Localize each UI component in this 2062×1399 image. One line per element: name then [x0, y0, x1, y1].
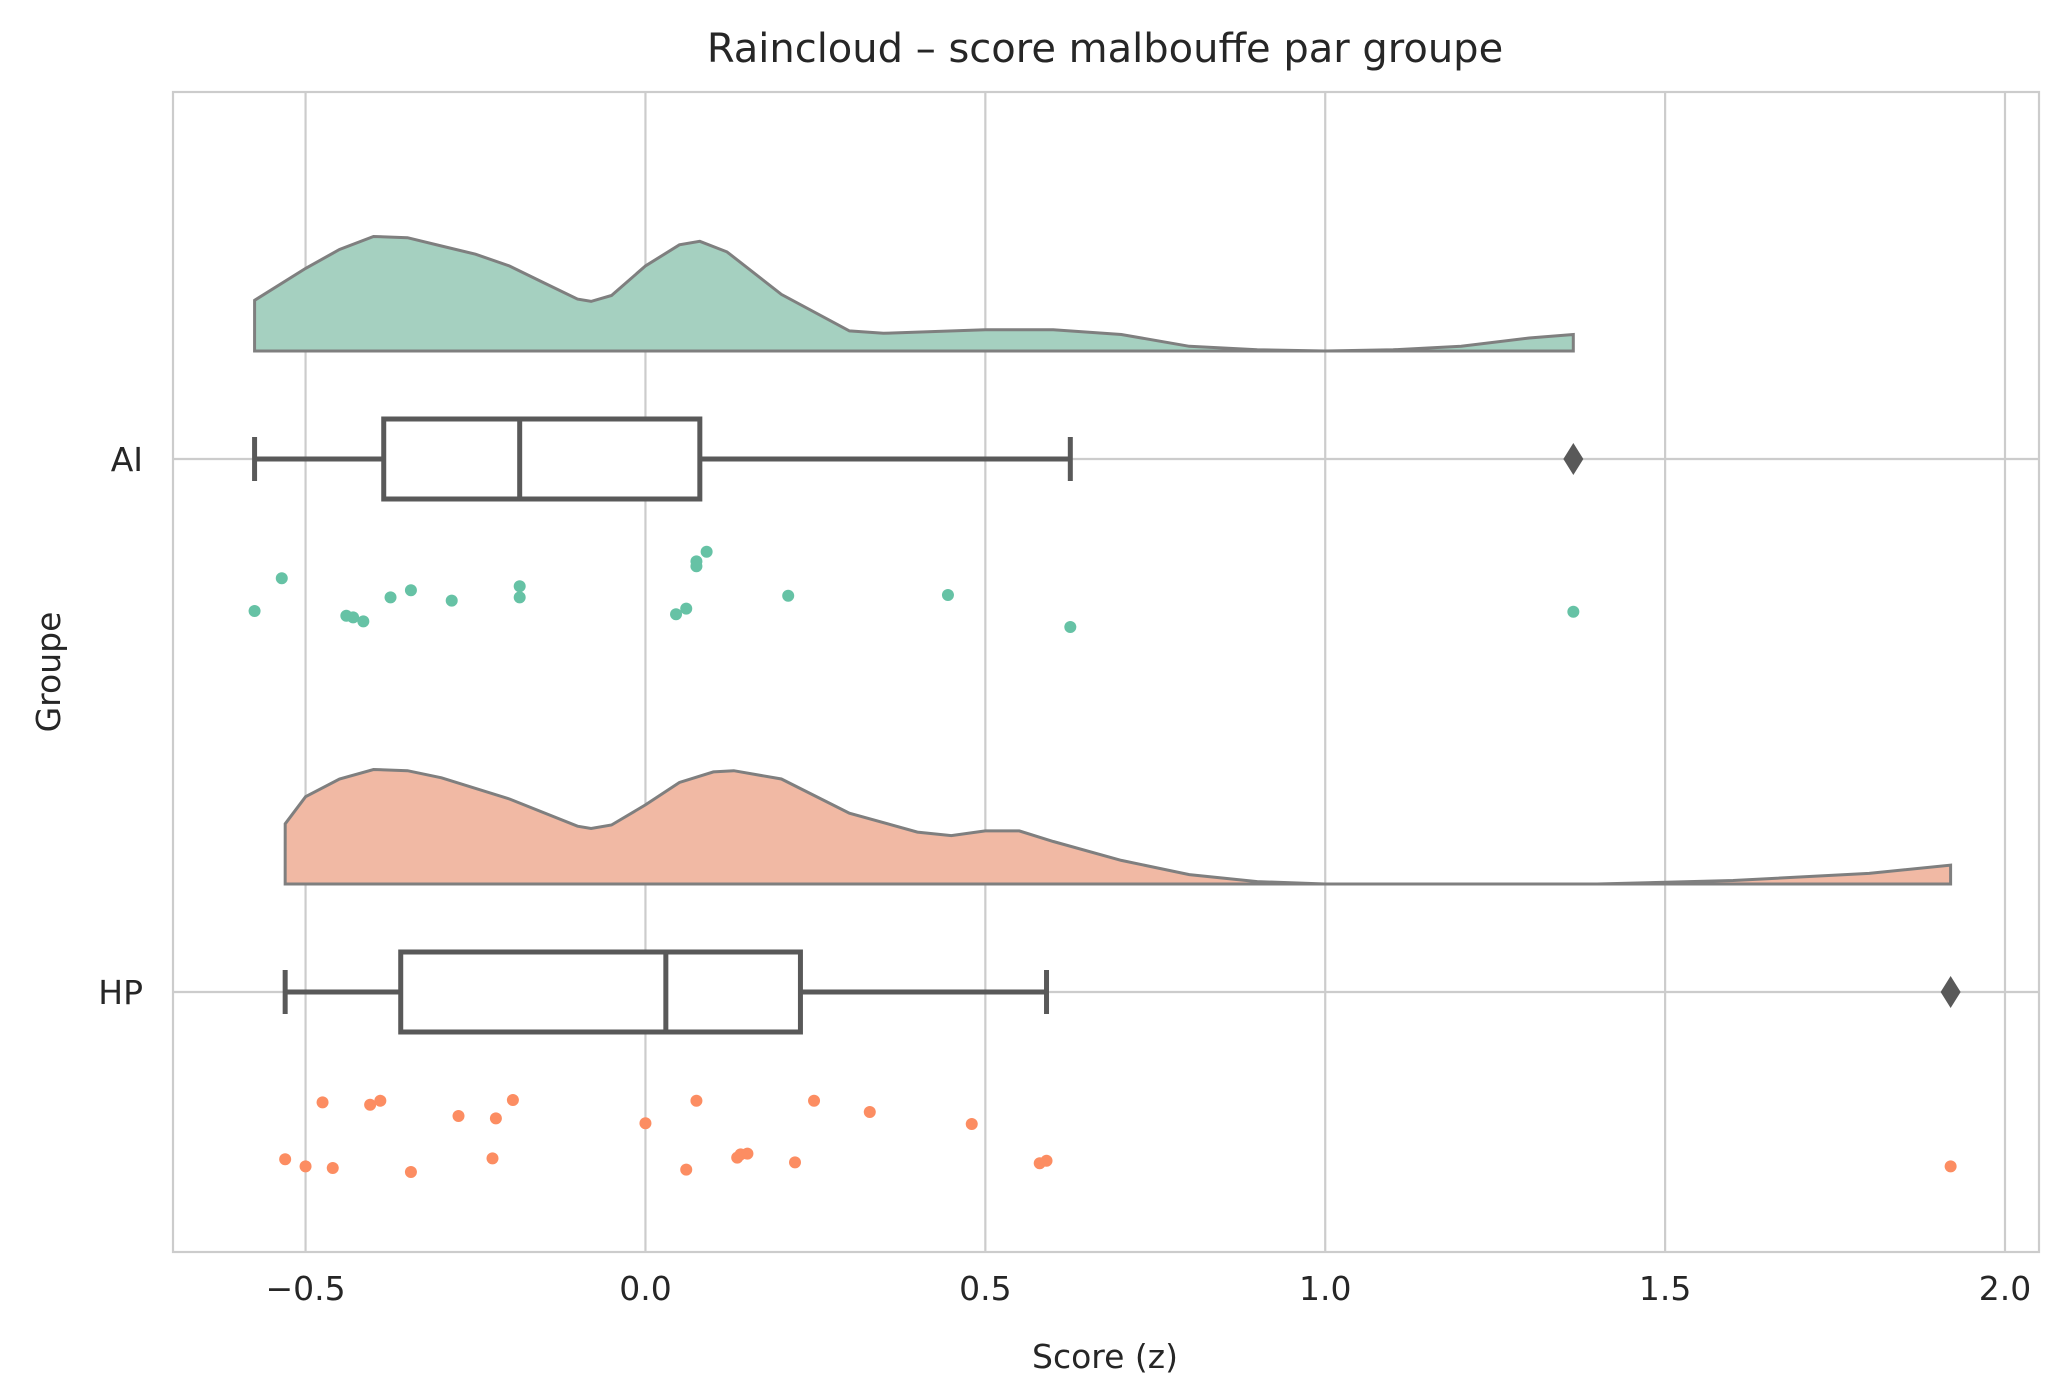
data-point	[639, 1117, 652, 1130]
data-point	[680, 1163, 693, 1176]
data-point	[863, 1106, 876, 1118]
data-point	[248, 605, 261, 617]
y-axis-label: Groupe	[29, 612, 68, 733]
cloud-hp	[283, 767, 1953, 886]
data-point	[275, 572, 288, 585]
data-point	[1944, 1160, 1957, 1173]
data-point	[513, 580, 526, 593]
data-point	[1567, 605, 1580, 618]
data-point	[364, 1098, 377, 1111]
data-point	[299, 1160, 312, 1173]
data-point	[489, 1112, 502, 1125]
cloud-ai	[253, 234, 1575, 353]
x-tick-label: −0.5	[265, 1269, 345, 1308]
box-iqr	[398, 949, 803, 1035]
data-point	[690, 1094, 703, 1107]
outlier-marker	[1940, 976, 1961, 1008]
data-point	[357, 615, 370, 628]
data-point	[1040, 1154, 1053, 1167]
data-point	[347, 611, 360, 624]
data-point	[690, 555, 703, 568]
data-point	[486, 1152, 499, 1165]
data-point	[789, 1156, 801, 1169]
data-point	[506, 1094, 519, 1106]
chart-title: Raincloud – score malbouffe par groupe	[707, 26, 1503, 72]
y-tick-label: HP	[98, 973, 143, 1012]
data-point	[513, 591, 526, 604]
data-point	[808, 1094, 821, 1107]
data-point	[326, 1162, 339, 1174]
x-axis-label: Score (z)	[1032, 1337, 1178, 1376]
data-point	[452, 1110, 465, 1122]
data-point	[941, 589, 954, 601]
data-point	[965, 1118, 978, 1130]
y-tick-label: AI	[111, 440, 143, 479]
outlier-marker	[1563, 443, 1584, 475]
data-point	[404, 1166, 417, 1178]
point-layer	[248, 545, 1957, 1178]
data-point	[374, 1094, 387, 1107]
x-tick-labels: −0.5 0.0 0.5 1.0 1.5 2.0	[265, 1269, 2031, 1308]
data-point	[445, 594, 458, 607]
data-point	[782, 589, 795, 602]
x-tick-label: 2.0	[1979, 1269, 2031, 1308]
x-tick-label: 1.5	[1639, 1269, 1691, 1308]
data-point	[680, 602, 693, 615]
plot-frame	[171, 90, 2041, 1254]
y-tick-labels: AI HP	[98, 440, 143, 1012]
x-tick-label: 1.0	[1299, 1269, 1351, 1308]
data-point	[741, 1147, 754, 1160]
data-point	[700, 545, 713, 558]
data-point	[384, 591, 397, 604]
data-point	[670, 608, 683, 621]
data-point	[1064, 621, 1077, 633]
data-point	[279, 1153, 292, 1166]
data-point	[316, 1096, 329, 1109]
cloud-layer	[253, 234, 1953, 886]
box-iqr	[381, 416, 703, 502]
x-tick-label: 0.0	[619, 1269, 671, 1308]
x-tick-label: 0.5	[959, 1269, 1011, 1308]
box-layer	[252, 416, 1961, 1035]
data-point	[404, 584, 417, 597]
